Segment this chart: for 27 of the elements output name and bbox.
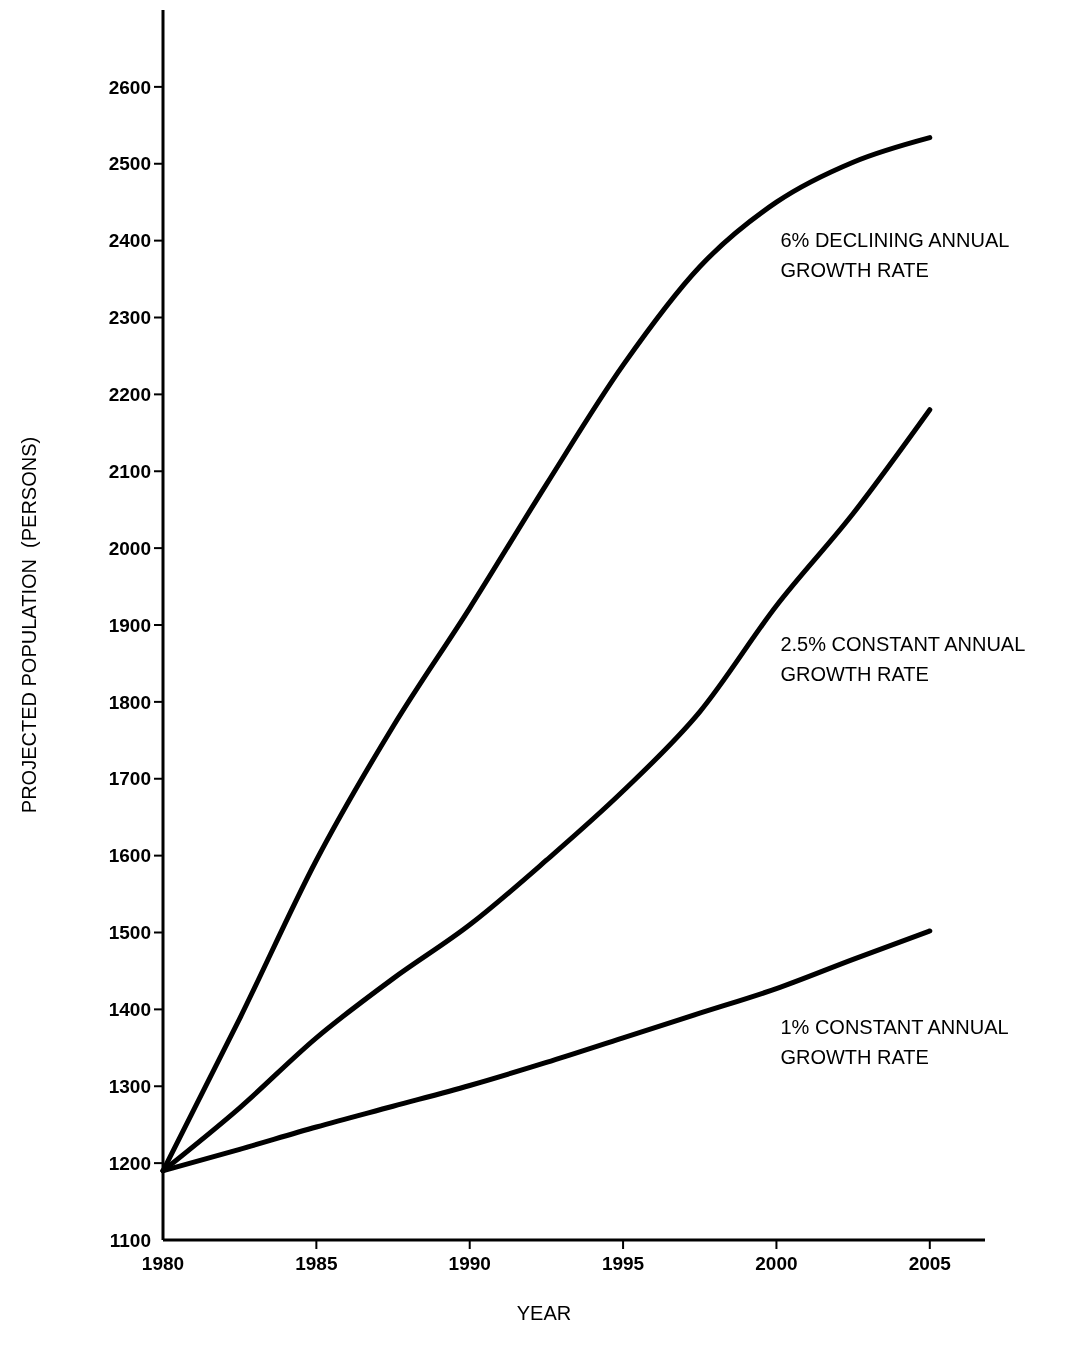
x-tick-label: 1980 (141, 1253, 185, 1274)
x-tick-label: 1995 (601, 1253, 645, 1274)
y-axis-title: PROJECTED POPULATION (PERSONS) (18, 436, 40, 814)
y-tick-label: 2500 (108, 153, 151, 175)
y-tick-label: 2600 (108, 76, 151, 98)
x-tick-label: 2000 (755, 1253, 798, 1274)
x-tick-label: 1990 (448, 1253, 491, 1274)
series-label: 1% CONSTANT ANNUAL GROWTH RATE (780, 1015, 1009, 1068)
y-tick-label: 1500 (108, 922, 151, 944)
y-tick-label: 2400 (108, 230, 151, 252)
y-tick-label: 1400 (108, 999, 151, 1021)
y-tick-label: 1600 (108, 845, 151, 867)
y-tick-label: 2200 (108, 384, 151, 406)
series-label: 2.5% CONSTANT ANNUAL GROWTH RATE (780, 632, 1026, 685)
y-tick-label: 1900 (108, 614, 151, 636)
y-tick-label: 2100 (108, 460, 151, 482)
y-tick-label: 2300 (108, 307, 151, 329)
y-tick-label: 2000 (108, 537, 151, 559)
y-tick-label: 1100 (109, 1229, 151, 1251)
x-axis-title: YEAR (516, 1302, 572, 1324)
series-label: 6% DECLINING ANNUAL GROWTH RATE (780, 229, 1010, 282)
y-tick-label: 1200 (108, 1152, 151, 1174)
y-tick-label: 1300 (108, 1075, 151, 1097)
x-tick-label: 1985 (295, 1253, 338, 1274)
x-tick-label: 2005 (908, 1253, 952, 1274)
y-tick-label: 1800 (108, 691, 151, 713)
y-tick-label: 1700 (108, 768, 151, 790)
